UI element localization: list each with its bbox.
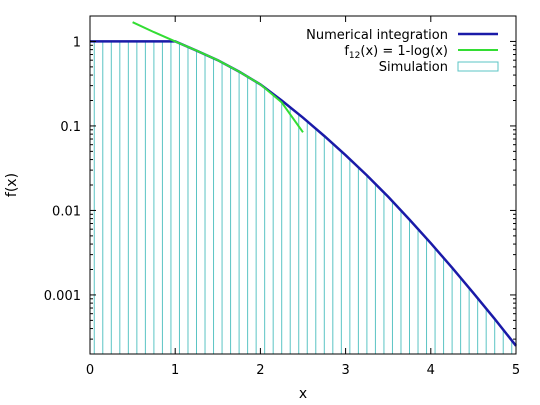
x-tick-label: 3: [341, 363, 349, 378]
legend-label-main: f: [344, 44, 349, 59]
axis-ticks: 0 1 2 3 4 510.10.010.001: [44, 15, 520, 378]
x-tick-label: 2: [256, 363, 264, 378]
x-tick-label: 5: [512, 363, 520, 378]
x-tick-label: 4: [427, 363, 435, 378]
y-axis-label: f(x): [4, 173, 20, 197]
legend-label-1: f12(x) = 1-log(x): [344, 44, 448, 61]
x-tick-label: 1: [171, 363, 179, 378]
x-tick-label: 0: [86, 363, 94, 378]
legend-label-subscript: 12: [349, 51, 360, 61]
series-line-1: [132, 21, 304, 133]
y-tick-label: 0.1: [60, 120, 81, 135]
simulation-histogram: [93, 41, 513, 354]
legend-label-2: Simulation: [379, 60, 448, 75]
y-tick-label: 0.01: [52, 204, 81, 219]
y-tick-label: 0.001: [44, 289, 81, 304]
y-tick-label: 1: [73, 35, 81, 50]
line-series-group: [90, 21, 517, 347]
legend-label-0: Numerical integration: [306, 28, 448, 43]
legend-swatch-2: [457, 61, 499, 72]
x-axis-label: x: [299, 386, 307, 402]
legend-label-rest: (x) = 1-log(x): [360, 44, 448, 59]
